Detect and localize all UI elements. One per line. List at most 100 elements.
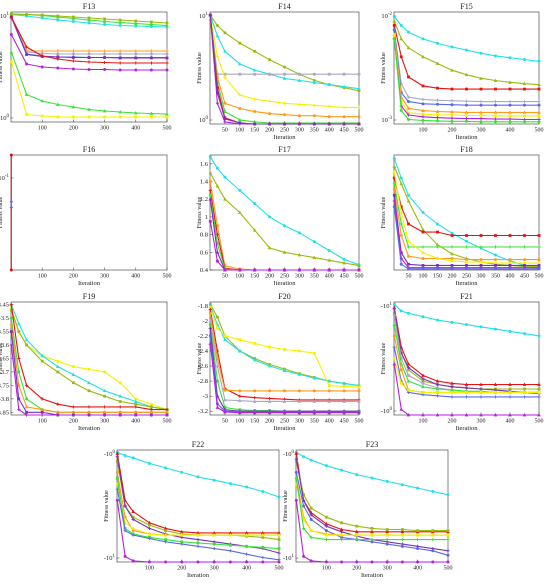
data-point — [245, 485, 249, 489]
data-point — [537, 59, 541, 63]
data-point — [294, 457, 298, 461]
data-point — [355, 538, 359, 542]
data-point — [103, 60, 107, 65]
data-point — [118, 18, 122, 22]
data-point — [357, 72, 361, 76]
data-point — [118, 24, 122, 27]
data-point — [479, 258, 483, 262]
data-point — [56, 52, 60, 56]
data-point — [537, 264, 541, 267]
data-point — [407, 373, 410, 377]
data-point — [357, 105, 361, 110]
data-point — [103, 68, 107, 71]
series-line-green — [393, 38, 539, 123]
data-point — [399, 381, 403, 385]
data-point — [215, 23, 219, 27]
data-point — [399, 109, 403, 113]
data-point — [150, 405, 153, 409]
data-point — [385, 479, 389, 483]
data-point — [392, 164, 397, 168]
data-point — [355, 560, 359, 564]
data-point — [268, 268, 271, 272]
data-point — [294, 451, 299, 455]
data-point — [465, 119, 468, 123]
data-point — [479, 103, 483, 107]
data-point — [522, 382, 527, 386]
y-tick-label: 101 — [199, 12, 209, 20]
data-point — [399, 407, 404, 411]
data-point — [312, 351, 316, 355]
data-point — [208, 311, 212, 315]
data-point — [244, 533, 249, 537]
data-point — [9, 60, 13, 64]
data-point — [400, 483, 404, 487]
data-point — [71, 52, 75, 56]
data-point — [421, 102, 425, 106]
data-point — [537, 390, 541, 394]
data-point — [87, 49, 91, 53]
data-point — [134, 399, 138, 403]
y-tick-label: -3.75 — [0, 382, 9, 389]
data-point — [312, 114, 316, 118]
data-point — [228, 533, 233, 537]
data-point — [522, 110, 527, 114]
data-point — [9, 199, 14, 203]
data-point — [407, 75, 410, 79]
data-point — [435, 379, 440, 383]
data-point — [87, 380, 91, 385]
data-point — [450, 385, 454, 389]
data-point — [537, 267, 541, 271]
data-point — [71, 49, 75, 53]
data-point — [537, 387, 541, 391]
x-tick-label: 300 — [477, 128, 486, 134]
data-point — [392, 199, 396, 203]
data-point — [24, 337, 29, 342]
data-point — [400, 560, 404, 564]
x-tick-label: 300 — [383, 566, 392, 572]
x-tick-label: 500 — [275, 566, 284, 572]
data-point — [312, 389, 316, 393]
data-point — [342, 384, 346, 388]
data-point — [407, 100, 410, 104]
data-point — [208, 197, 213, 201]
data-point — [87, 21, 91, 25]
data-point — [479, 264, 483, 267]
data-point — [312, 122, 316, 126]
x-tick-label: 400 — [506, 419, 515, 425]
data-point — [215, 315, 219, 319]
data-point — [479, 382, 483, 386]
data-point — [163, 533, 168, 537]
data-point — [342, 260, 346, 265]
data-point — [446, 529, 450, 533]
data-point — [215, 54, 220, 59]
data-point — [435, 245, 440, 249]
series-line-yellow — [393, 172, 539, 264]
data-point — [228, 560, 232, 564]
data-point — [180, 542, 184, 546]
data-point — [465, 258, 468, 262]
data-point — [245, 552, 249, 556]
data-point — [149, 413, 153, 417]
data-point — [312, 376, 317, 380]
data-point — [215, 101, 220, 105]
data-point — [9, 50, 14, 54]
data-point — [115, 470, 119, 474]
data-point — [436, 113, 439, 117]
data-point — [118, 115, 122, 119]
y-tick-label: 10-1 — [0, 174, 9, 182]
data-point — [150, 56, 153, 60]
data-point — [208, 170, 213, 175]
data-point — [392, 362, 397, 366]
data-point — [436, 41, 439, 45]
data-point — [228, 482, 232, 486]
data-point — [508, 120, 512, 124]
data-point — [406, 113, 411, 117]
data-point — [479, 395, 483, 399]
data-point — [215, 364, 220, 368]
data-point — [436, 119, 439, 123]
x-tick-label: 150 — [250, 128, 259, 134]
data-point — [399, 181, 404, 186]
series-line-orange — [10, 323, 167, 413]
data-point — [238, 72, 242, 76]
y-tick-label: 101 — [0, 12, 10, 20]
